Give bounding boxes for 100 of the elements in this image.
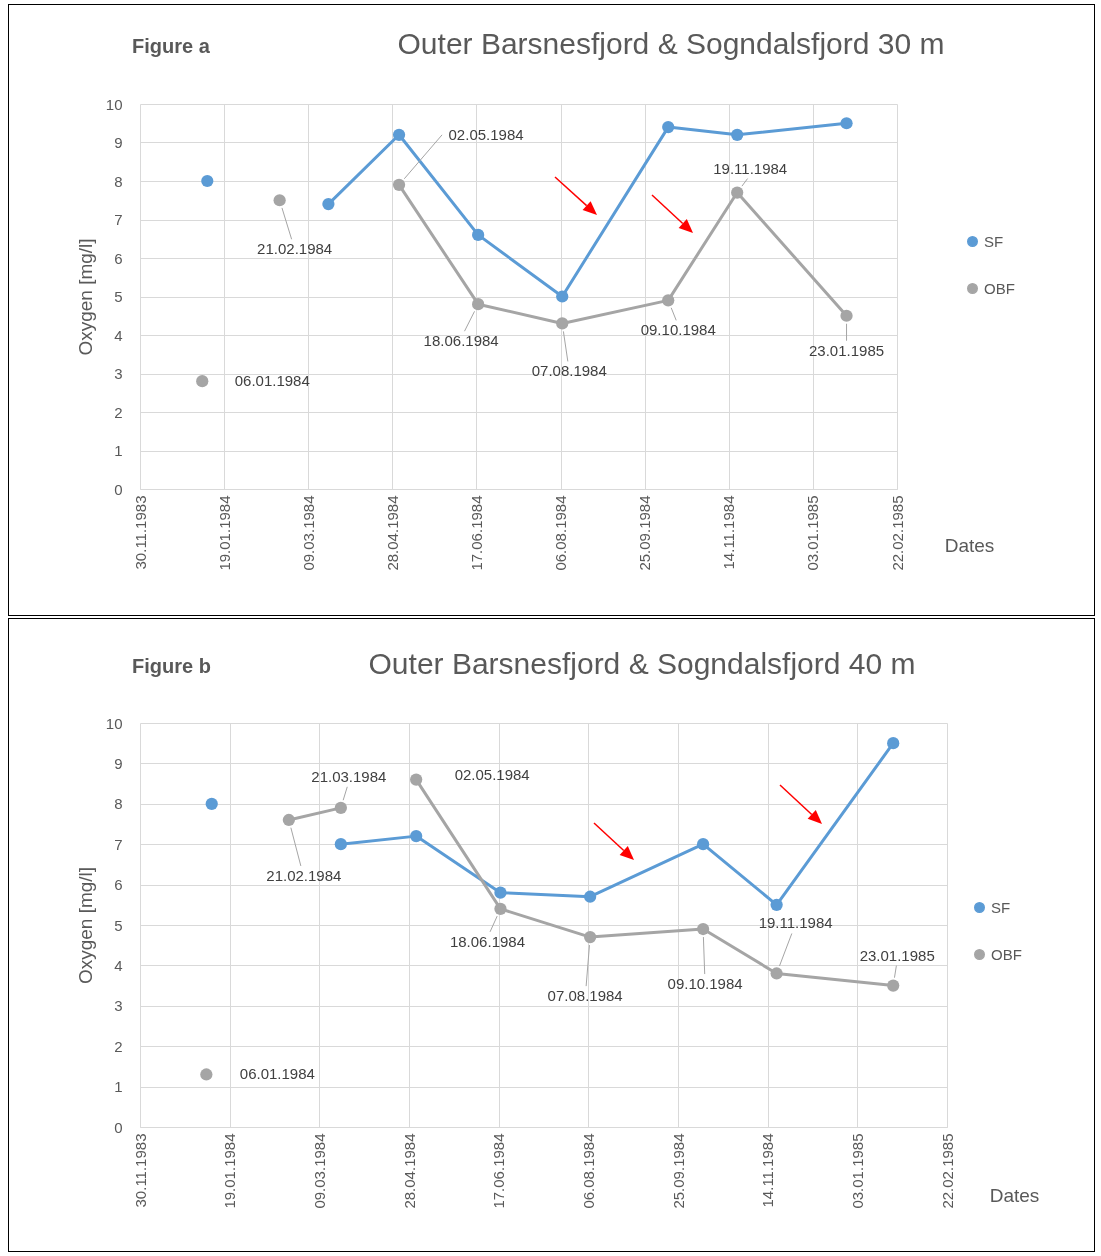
x-tick-label: 06.08.1984 — [552, 495, 570, 571]
y-tick-label: 1 — [114, 442, 123, 459]
point — [200, 1068, 213, 1081]
chart-title: Outer Barsnesfjord & Sogndalsfjord 30 m — [397, 27, 945, 60]
annotation: 09.10.1984 — [667, 975, 743, 993]
x-tick-label: 25.09.1984 — [669, 1133, 687, 1209]
annotation: 21.02.1984 — [266, 866, 342, 884]
point — [662, 294, 675, 307]
point — [556, 290, 569, 303]
annotation: 19.11.1984 — [713, 159, 788, 177]
annotation: 23.01.1985 — [859, 946, 935, 964]
x-tick-label: 22.02.1985 — [888, 495, 906, 571]
point — [282, 813, 295, 827]
point — [840, 309, 853, 322]
y-tick-label: 0 — [114, 1118, 123, 1136]
point — [196, 375, 209, 388]
x-tick-label: 03.01.1985 — [804, 495, 822, 571]
point — [584, 931, 597, 944]
legend-label: OBF — [991, 945, 1022, 963]
point — [392, 178, 406, 191]
y-tick-label: 10 — [105, 95, 123, 113]
y-tick-label: 9 — [114, 754, 123, 772]
x-tick-label: 09.03.1984 — [310, 1133, 328, 1209]
annotation: 07.08.1984 — [547, 987, 623, 1005]
x-tick-label: 17.06.1984 — [490, 1133, 508, 1209]
y-tick-label: 2 — [114, 1037, 123, 1055]
x-tick-label: 14.11.1984 — [720, 495, 738, 570]
x-tick-label: 28.04.1984 — [400, 1133, 418, 1209]
point — [334, 838, 347, 851]
chart-title: Outer Barsnesfjord & Sogndalsfjord 40 m — [368, 647, 916, 680]
y-tick-label: 10 — [105, 714, 123, 732]
annotation: 23.01.1985 — [808, 341, 885, 359]
point — [887, 737, 900, 750]
point — [696, 922, 710, 936]
point — [273, 194, 286, 207]
x-tick-label: 06.08.1984 — [579, 1133, 597, 1209]
y-tick-label: 9 — [114, 134, 123, 151]
point — [205, 797, 218, 810]
legend-label: SF — [991, 898, 1011, 916]
y-tick-label: 5 — [114, 916, 123, 934]
y-tick-label: 7 — [114, 835, 123, 853]
x-tick-label: 30.11.1983 — [131, 495, 149, 570]
y-tick-label: 4 — [114, 326, 123, 344]
annotation: 19.11.1984 — [758, 914, 833, 932]
y-tick-label: 0 — [114, 480, 123, 498]
y-axis-title: Oxygen [mg/l] — [74, 866, 96, 985]
y-tick-label: 3 — [114, 997, 123, 1015]
point — [472, 228, 485, 242]
annotation: 06.01.1984 — [239, 1065, 315, 1083]
point — [731, 128, 744, 141]
x-tick-label: 22.02.1985 — [938, 1133, 956, 1209]
annotation: 06.01.1984 — [234, 372, 310, 390]
point — [201, 174, 214, 188]
point — [662, 120, 675, 134]
x-tick-label: 09.03.1984 — [299, 495, 317, 571]
annotation: 02.05.1984 — [454, 765, 530, 783]
y-tick-label: 6 — [114, 876, 123, 894]
x-tick-label: 25.09.1984 — [636, 495, 654, 571]
point — [584, 890, 597, 903]
point — [556, 317, 569, 330]
x-tick-label: 28.04.1984 — [383, 495, 401, 571]
annotation: 18.06.1984 — [449, 932, 525, 950]
x-tick-label: 19.01.1984 — [221, 1133, 239, 1209]
x-tick-label: 14.11.1984 — [759, 1133, 777, 1208]
y-tick-label: 3 — [114, 365, 123, 382]
y-tick-label: 4 — [114, 956, 123, 974]
point — [322, 197, 335, 211]
text: Figure b — [132, 655, 211, 677]
y-tick-label: 8 — [114, 795, 123, 813]
legend-label: OBF — [984, 279, 1015, 297]
y-tick-label: 6 — [114, 249, 123, 267]
y-tick-label: 2 — [114, 403, 123, 421]
point — [334, 801, 347, 814]
point — [770, 967, 783, 980]
x-axis-title: Dates — [944, 534, 995, 556]
y-tick-label: 1 — [114, 1078, 123, 1096]
y-tick-label: 5 — [114, 288, 123, 305]
point — [494, 902, 507, 915]
point — [840, 117, 853, 130]
annotation: 18.06.1984 — [423, 332, 499, 350]
annotation: 07.08.1984 — [531, 362, 607, 380]
point — [770, 898, 783, 911]
x-tick-label: 17.06.1984 — [467, 495, 485, 571]
annotation: 21.03.1984 — [311, 767, 387, 785]
point — [392, 128, 406, 141]
annotation: 09.10.1984 — [640, 321, 716, 339]
annotation: 02.05.1984 — [448, 125, 524, 143]
x-tick-label: 30.11.1983 — [131, 1133, 149, 1208]
point — [696, 838, 710, 851]
y-tick-label: 8 — [114, 172, 123, 190]
annotation: 21.02.1984 — [257, 240, 333, 258]
point — [731, 186, 744, 199]
legend-label: SF — [984, 232, 1004, 250]
x-tick-label: 03.01.1985 — [848, 1133, 866, 1209]
point — [494, 886, 507, 899]
y-axis-title: Oxygen [mg/l] — [74, 238, 96, 356]
point — [410, 773, 423, 786]
point — [410, 830, 423, 843]
text: Figure a — [132, 35, 211, 57]
point — [472, 298, 485, 311]
